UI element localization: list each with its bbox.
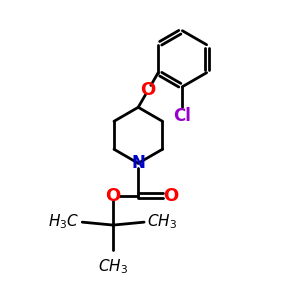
Text: N: N	[131, 154, 145, 172]
Text: O: O	[106, 187, 121, 205]
Text: $CH_3$: $CH_3$	[147, 213, 177, 232]
Text: O: O	[163, 187, 178, 205]
Text: O: O	[141, 81, 156, 99]
Text: $CH_3$: $CH_3$	[98, 257, 128, 276]
Text: $H_3C$: $H_3C$	[48, 213, 79, 232]
Text: Cl: Cl	[173, 106, 191, 124]
